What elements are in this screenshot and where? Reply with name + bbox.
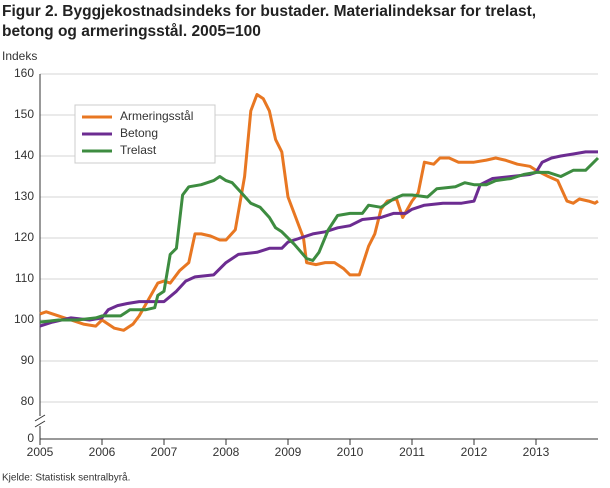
- y-tick-label: 150: [14, 107, 34, 121]
- y-tick-label: 110: [15, 271, 34, 285]
- x-tick-label: 2008: [213, 445, 240, 459]
- x-tick-label: 2013: [523, 445, 550, 459]
- source: Kjelde: Statistisk sentralbyrå.: [2, 472, 130, 484]
- y-tick-label: 160: [14, 66, 34, 80]
- legend-label: Trelast: [120, 143, 157, 157]
- x-tick-label: 2011: [399, 445, 425, 459]
- x-tick-label: 2005: [27, 445, 54, 459]
- y-tick-label: 130: [14, 189, 34, 203]
- x-tick-label: 2006: [89, 445, 116, 459]
- axis-break: [34, 414, 46, 428]
- x-tick-label: 2009: [275, 445, 302, 459]
- y-tick-label: 80: [21, 394, 35, 408]
- y-tick-label: 90: [21, 353, 35, 367]
- x-tick-label: 2007: [151, 445, 178, 459]
- series-line: [39, 156, 600, 324]
- axis-break: [35, 416, 45, 426]
- legend-label: Armeringsstål: [120, 109, 193, 123]
- chart-title: Figur 2. Byggjekostnadsindeks for bustad…: [2, 3, 536, 20]
- y-tick-label: 120: [14, 230, 34, 244]
- y-tick-label: 0: [27, 431, 34, 445]
- chart-title: betong og armeringsstål. 2005=100: [2, 23, 261, 40]
- legend-label: Betong: [120, 126, 158, 140]
- x-tick-label: 2010: [337, 445, 364, 459]
- y-tick-label: 140: [14, 148, 34, 162]
- y-axis-label: Indeks: [2, 49, 37, 63]
- series-line: [39, 93, 599, 332]
- x-tick-label: 2012: [461, 445, 488, 459]
- y-tick-label: 100: [14, 312, 34, 326]
